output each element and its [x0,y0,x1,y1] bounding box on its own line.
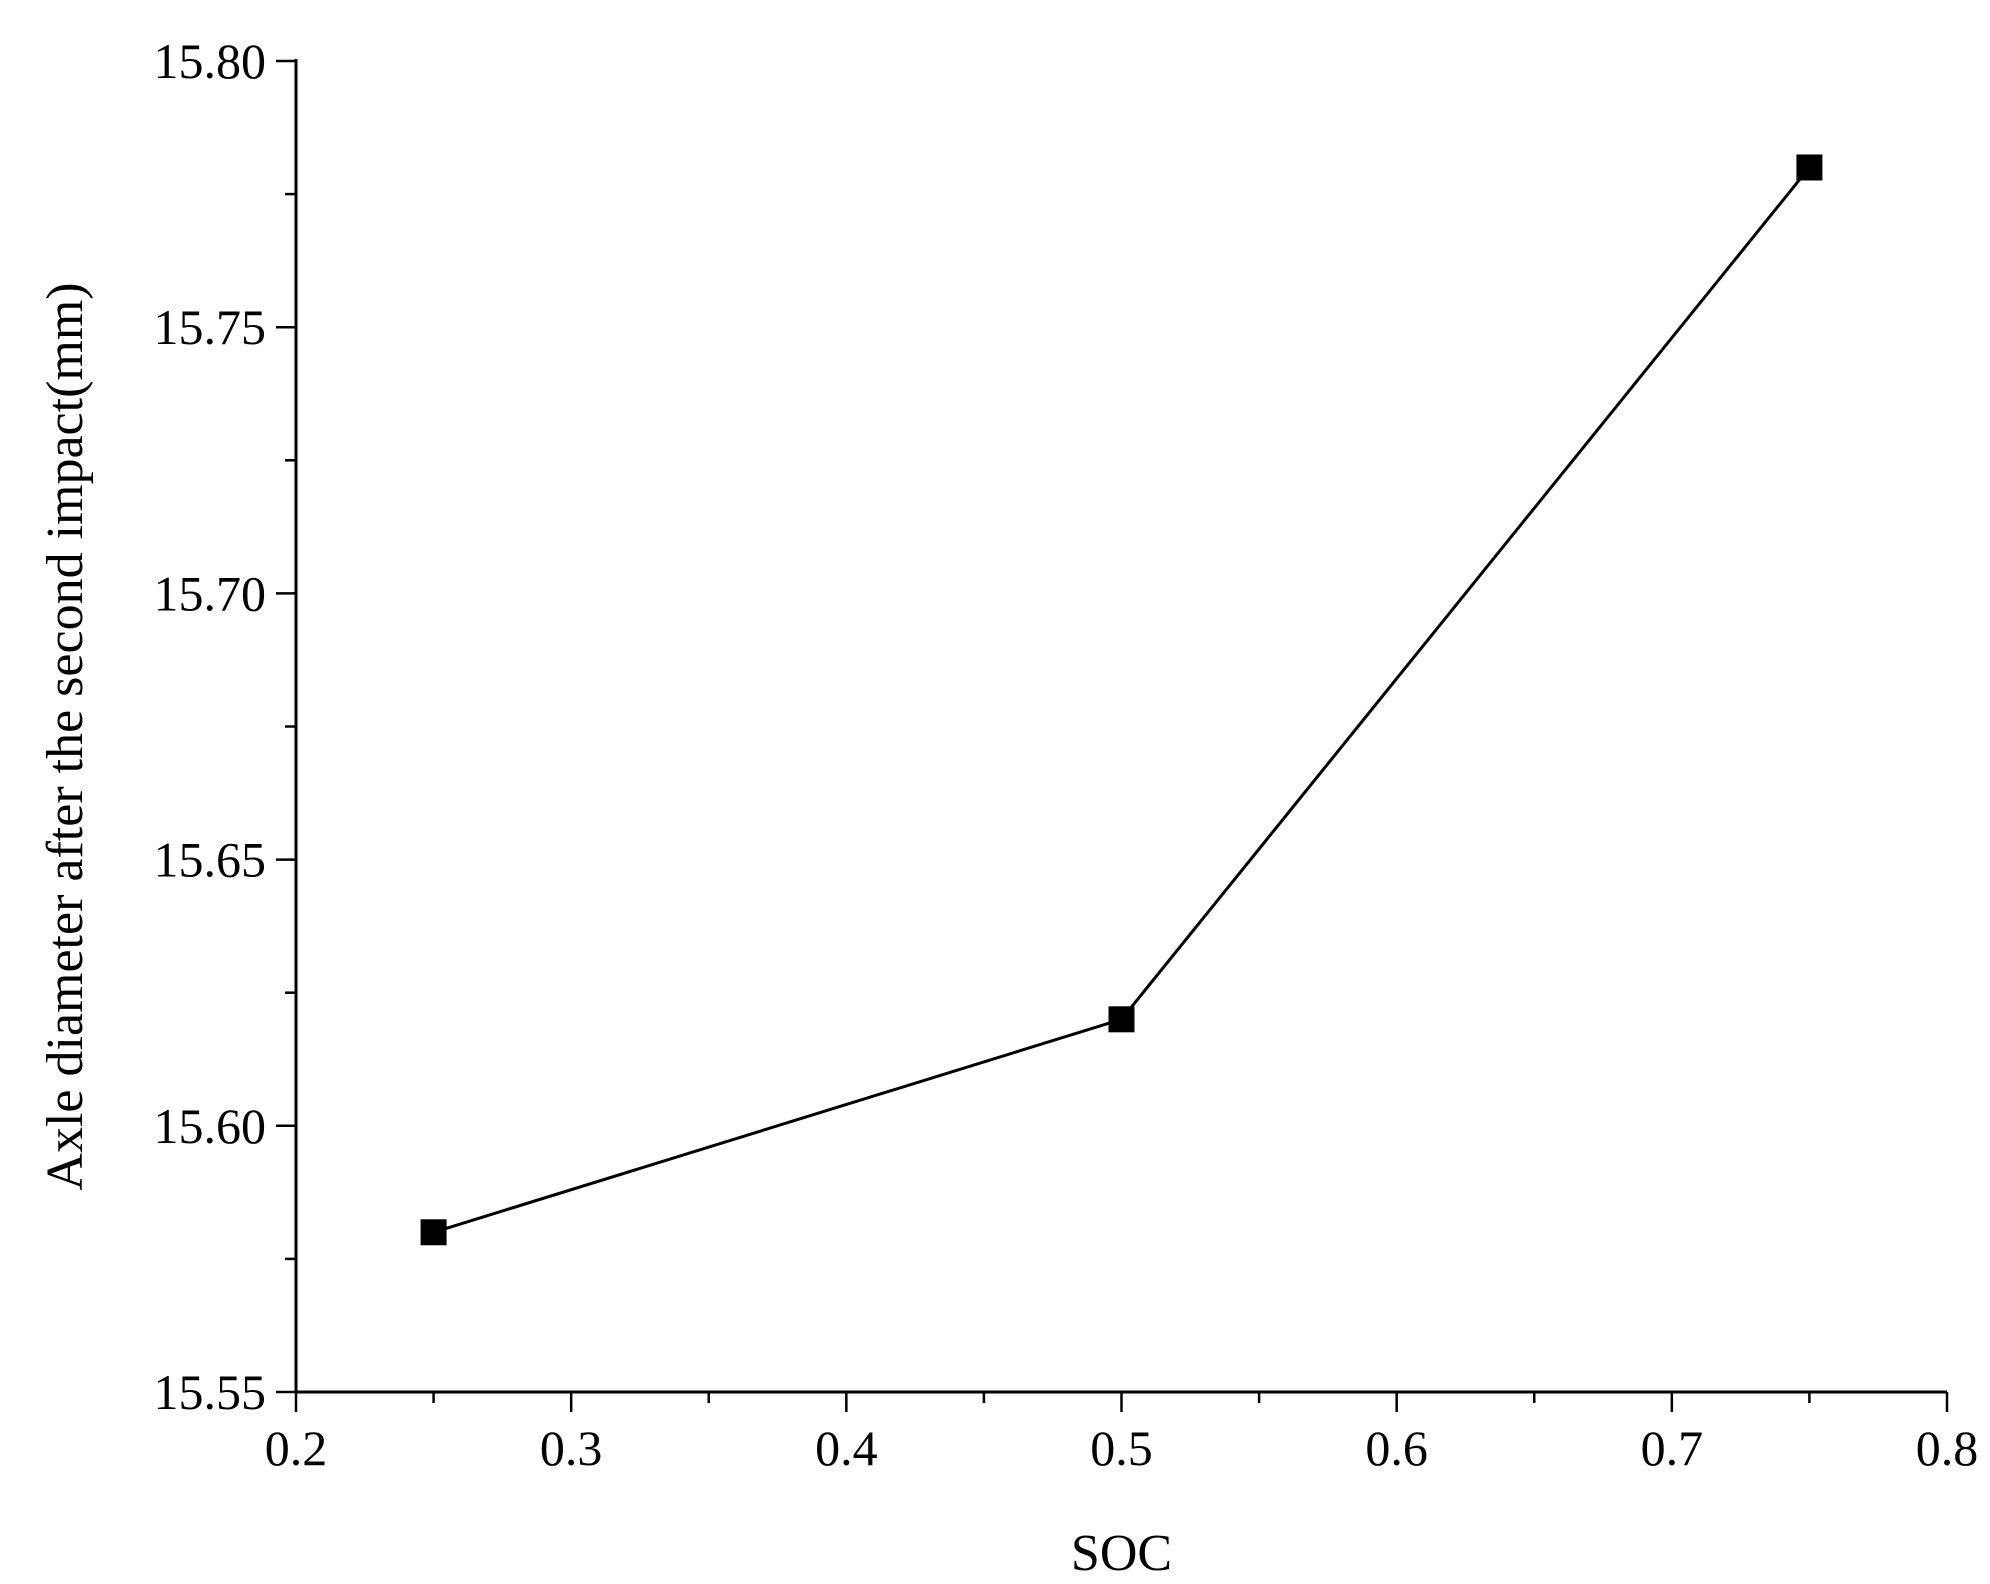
data-point-marker [1796,154,1823,181]
y-tick-label: 15.70 [154,565,267,621]
x-tick-label: 0.3 [540,1420,603,1476]
y-tick-label: 15.80 [154,33,267,89]
x-tick-label: 0.6 [1365,1420,1428,1476]
axes [294,59,1947,1394]
x-tick-label: 0.5 [1090,1420,1153,1476]
y-axis-label: Axle diameter after the second impact(mm… [37,282,94,1190]
x-ticks: 0.2 0.3 0.4 0.5 0.6 0.7 0.8 [265,1392,1979,1476]
series [420,154,1823,1246]
y-tick-label: 15.75 [154,299,267,355]
x-axis-label: SOC [1071,1525,1172,1582]
y-tick-label: 15.55 [154,1364,267,1420]
data-point-marker [1108,1006,1135,1033]
x-tick-label: 0.7 [1641,1420,1704,1476]
y-tick-label: 15.65 [154,832,267,888]
x-tick-label: 0.2 [265,1420,328,1476]
x-tick-label: 0.8 [1916,1420,1979,1476]
data-point-marker [420,1219,447,1246]
y-tick-label: 15.60 [154,1098,267,1154]
x-tick-label: 0.4 [815,1420,878,1476]
y-ticks: 15.55 15.60 15.65 15.70 15.75 15.80 [154,33,296,1420]
series-line [433,166,1811,1234]
